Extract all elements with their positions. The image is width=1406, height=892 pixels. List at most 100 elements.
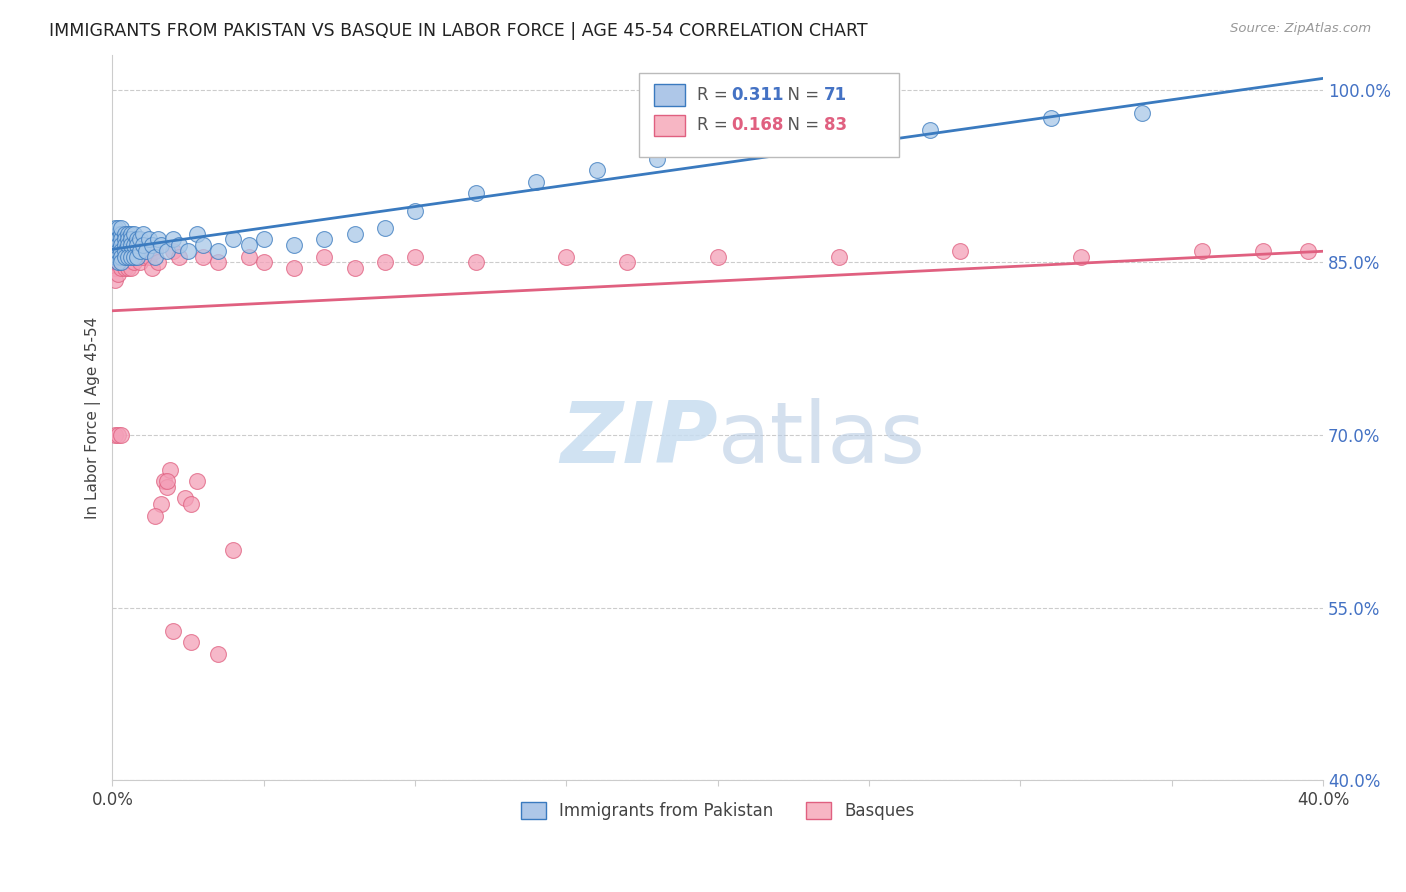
Point [207, 647, 229, 661]
Point [616, 255, 638, 269]
Point [107, 267, 129, 281]
Point [117, 232, 139, 246]
Point [114, 244, 136, 258]
Point [180, 497, 202, 511]
FancyBboxPatch shape [640, 73, 900, 157]
Point [110, 428, 132, 442]
Point [131, 250, 153, 264]
Point [120, 250, 142, 264]
Point [110, 220, 132, 235]
Point [156, 244, 179, 258]
Point [114, 238, 136, 252]
Point [180, 635, 202, 649]
Point [117, 238, 139, 252]
Point [110, 261, 132, 276]
Point [737, 140, 759, 154]
Point [117, 238, 139, 252]
Point [141, 261, 163, 276]
Point [117, 250, 139, 264]
Point [159, 462, 181, 476]
Point [146, 232, 169, 246]
Point [283, 261, 305, 276]
Point [110, 244, 132, 258]
Point [104, 244, 127, 258]
Point [117, 250, 139, 264]
Point [343, 261, 366, 276]
Point [138, 232, 160, 246]
Point [125, 232, 148, 246]
Point [238, 238, 260, 252]
Point [1070, 250, 1092, 264]
Point [122, 238, 145, 252]
Point [114, 232, 136, 246]
Point [404, 250, 426, 264]
Point [207, 255, 229, 269]
Point [104, 428, 127, 442]
Point [314, 232, 336, 246]
Point [141, 238, 163, 252]
Point [107, 244, 129, 258]
Point [107, 227, 129, 241]
Point [222, 543, 245, 558]
Point [107, 255, 129, 269]
Point [114, 227, 136, 241]
Text: ZIP: ZIP [560, 398, 718, 481]
Point [110, 232, 132, 246]
Point [143, 250, 166, 264]
Text: atlas: atlas [718, 398, 925, 481]
Point [122, 250, 145, 264]
Point [143, 508, 166, 523]
Point [114, 238, 136, 252]
Text: N =: N = [778, 117, 824, 135]
Point [828, 250, 851, 264]
Point [555, 250, 578, 264]
Text: R =: R = [697, 86, 733, 104]
Point [114, 261, 136, 276]
Point [207, 244, 229, 258]
Point [120, 261, 142, 276]
Text: 0.168: 0.168 [731, 117, 783, 135]
Point [585, 163, 607, 178]
Point [110, 238, 132, 252]
Point [193, 250, 215, 264]
Point [1039, 112, 1062, 126]
Point [107, 238, 129, 252]
Point [107, 238, 129, 252]
Point [122, 244, 145, 258]
Point [128, 232, 150, 246]
Point [174, 491, 197, 506]
Point [107, 232, 129, 246]
Point [104, 232, 127, 246]
Point [110, 227, 132, 241]
Point [114, 227, 136, 241]
Point [343, 227, 366, 241]
Point [156, 480, 179, 494]
Point [122, 255, 145, 269]
Point [138, 250, 160, 264]
Point [120, 250, 142, 264]
Point [918, 123, 941, 137]
Point [153, 474, 176, 488]
Point [114, 250, 136, 264]
Point [707, 250, 730, 264]
Point [110, 238, 132, 252]
Point [283, 238, 305, 252]
Point [107, 428, 129, 442]
Point [1130, 105, 1153, 120]
Point [125, 238, 148, 252]
Point [110, 232, 132, 246]
Text: IMMIGRANTS FROM PAKISTAN VS BASQUE IN LABOR FORCE | AGE 45-54 CORRELATION CHART: IMMIGRANTS FROM PAKISTAN VS BASQUE IN LA… [49, 22, 868, 40]
FancyBboxPatch shape [654, 84, 685, 106]
Point [104, 261, 127, 276]
Point [120, 238, 142, 252]
Point [110, 250, 132, 264]
Point [125, 238, 148, 252]
Point [104, 238, 127, 252]
Point [110, 255, 132, 269]
Point [107, 232, 129, 246]
Point [374, 255, 396, 269]
Point [122, 227, 145, 241]
Point [107, 255, 129, 269]
Point [104, 220, 127, 235]
FancyBboxPatch shape [654, 114, 685, 136]
